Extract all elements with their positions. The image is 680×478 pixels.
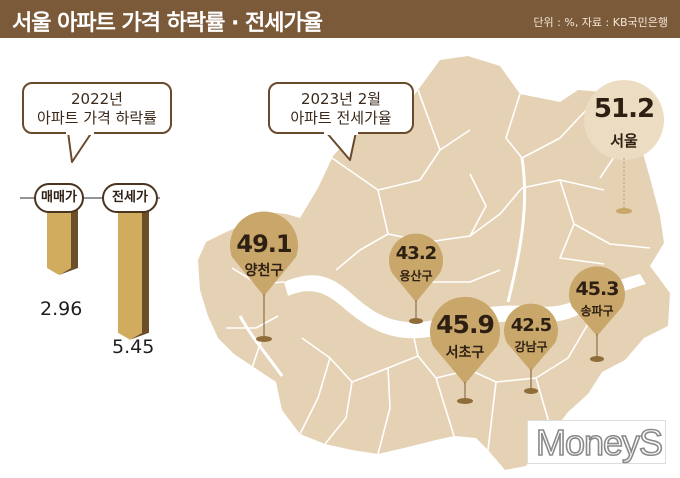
marker-value-yongsan: 43.2 [395,243,437,264]
marker-value-seocho: 45.9 [436,310,495,339]
bar-label-sale: 매매가 [34,183,84,213]
map-callout-title: 아파트 전세가율 [290,109,392,127]
marker-name-yongsan: 용산구 [399,269,433,283]
bar-1 [118,198,149,340]
moneys-logo: MoneyS [527,420,666,464]
marker-songpa [569,266,625,362]
bar-front-0 [47,198,71,275]
bar-front-1 [118,198,142,340]
bar-0 [47,198,78,275]
infographic-canvas: 2022년 아파트 가격 하락률 매매가 전세가 2.96 5.45 2023년… [0,38,680,478]
marker-name-seoul: 서울 [610,132,638,150]
page-title: 서울 아파트 가격 하락률 · 전세가율 [12,11,323,36]
han-river [284,274,646,339]
marker-value-yangcheon: 49.1 [236,230,292,258]
jungnangcheon-stream [506,157,527,303]
bars-layer [47,198,149,340]
marker-name-gangnam: 강남구 [514,340,548,354]
marker-seocho [430,296,500,404]
anyangcheon-stream [238,315,284,377]
marker-name-yangcheon: 양천구 [244,263,284,279]
marker-yangcheon [230,211,298,342]
bar-value-jeonse: 5.45 [112,336,155,358]
marker-name-songpa: 송파구 [580,304,614,318]
left-callout-title: 아파트 가격 하락률 [37,109,157,127]
marker-value-songpa: 45.3 [575,278,620,300]
map-callout: 2023년 2월 아파트 전세가율 [268,82,414,134]
bar-chart [20,197,160,340]
logo-text: MoneyS [535,421,664,464]
bar-value-sale: 2.96 [40,298,83,320]
header-bar: 서울 아파트 가격 하락률 · 전세가율 단위 : %, 자료 : KB국민은행 [0,0,680,38]
source-note: 단위 : %, 자료 : KB국민은행 [533,16,668,29]
marker-yongsan [388,233,443,324]
bar-side-0 [59,198,78,275]
marker-gangnam [504,303,558,394]
marker-name-seocho: 서초구 [445,345,485,361]
marker-seoul [584,80,664,214]
left-callout: 2022년 아파트 가격 하락률 [22,82,172,134]
left-callout-year: 2022년 [71,90,123,108]
marker-value-gangnam: 42.5 [510,315,552,336]
marker-value-seoul: 51.2 [593,94,655,124]
markers-layer [230,80,664,404]
bar-label-jeonse: 전세가 [102,183,158,213]
map-callout-date: 2023년 2월 [300,90,382,108]
bar-side-1 [130,198,149,340]
